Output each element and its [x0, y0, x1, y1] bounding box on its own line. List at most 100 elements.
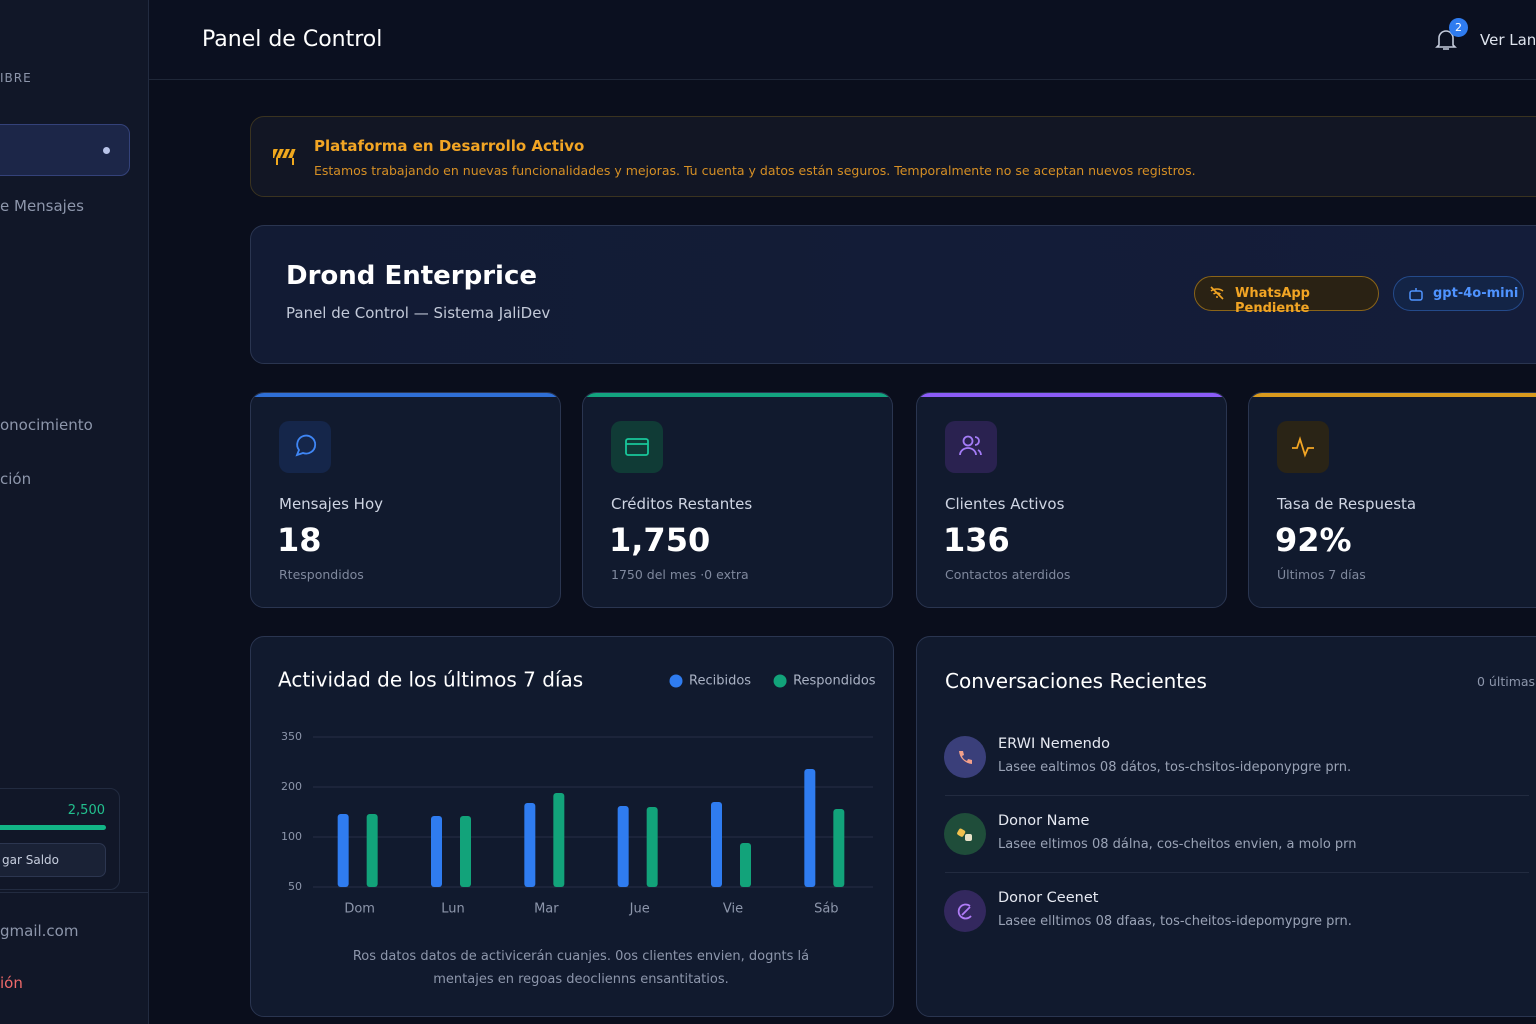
bar	[524, 803, 536, 887]
card-accent	[583, 393, 892, 397]
divider	[945, 795, 1529, 796]
nav-item[interactable]: onocimiento	[0, 416, 93, 434]
stat-icon	[611, 421, 663, 473]
hero-subtitle: Panel de Control — Sistema JaliDev	[286, 304, 551, 322]
y-tick-label: 200	[281, 780, 302, 793]
stat-value: 92%	[1275, 521, 1352, 559]
y-tick-label: 350	[281, 730, 302, 743]
email: gmail.com	[0, 922, 79, 940]
bar	[460, 816, 471, 887]
x-tick-label: Jue	[629, 902, 650, 917]
stat-card: Clientes Activos 136 Contactos aterdidos	[916, 392, 1227, 608]
stat-icon	[279, 421, 331, 473]
x-tick-label: Dom	[344, 902, 375, 917]
x-tick-label: Sáb	[814, 902, 838, 917]
x-tick-label: Lun	[441, 902, 465, 917]
dot	[103, 147, 110, 154]
legend-label: Recibidos	[689, 674, 751, 689]
contact-name: Donor Name	[998, 813, 1090, 829]
stat-icon	[1277, 421, 1329, 473]
nav-item[interactable]: ción	[0, 470, 32, 488]
active-nav[interactable]	[0, 124, 130, 176]
stat-value: 18	[277, 521, 322, 559]
contact-message: Lasee ealtimos 08 dátos, tos-chsitos-ide…	[998, 760, 1352, 775]
notification-badge: 2	[1449, 18, 1468, 37]
stat-sub: Contactos aterdidos	[945, 567, 1071, 582]
stat-card: Mensajes Hoy 18 Rtespondidos	[250, 392, 561, 608]
bar	[431, 816, 442, 887]
balance-bar	[0, 825, 106, 830]
avatar	[944, 890, 986, 932]
model-badge[interactable]: gpt-4o-mini	[1393, 276, 1524, 311]
bar	[337, 814, 349, 887]
user-name[interactable]: Ver Lan	[1480, 31, 1536, 49]
bot-icon	[1409, 288, 1423, 301]
banner-text: Estamos trabajando en nuevas funcionalid…	[314, 163, 1196, 178]
x-tick-label: Mar	[534, 902, 559, 917]
stat-icon	[945, 421, 997, 473]
bar	[740, 843, 751, 887]
dev-banner: Plataforma en Desarrollo Activo Estamos …	[250, 116, 1536, 197]
conversations-meta: 0 últimas	[1477, 674, 1536, 689]
y-tick-label: 100	[281, 830, 302, 843]
legend-label: Respondidos	[793, 674, 876, 689]
stat-label: Clientes Activos	[945, 495, 1065, 513]
recharge-button[interactable]: gar Saldo	[0, 843, 106, 877]
stat-label: Tasa de Respuesta	[1277, 495, 1417, 513]
stat-sub: Rtespondidos	[279, 567, 364, 582]
bar	[553, 793, 565, 887]
chart-caption: Ros datos datos de activicerán cuanjes. …	[352, 949, 810, 987]
contact-name: ERWI Nemendo	[998, 736, 1110, 752]
legend-swatch	[773, 674, 787, 688]
bar	[804, 769, 816, 887]
avatar	[944, 736, 986, 778]
balance-box: 2,500 gar Saldo	[0, 788, 120, 890]
conversation[interactable]: Donor Name Lasee eltimos 08 dálna, cos-c…	[944, 813, 1504, 883]
construction-icon	[273, 148, 296, 165]
legend-swatch	[669, 674, 683, 688]
bar	[833, 809, 845, 887]
stat-sub: 1750 del mes ·0 extra	[611, 567, 749, 582]
bar	[366, 814, 378, 887]
section-label: IBRE	[0, 71, 32, 85]
card-accent	[1249, 393, 1536, 397]
chart-title: Actividad de los últimos 7 días	[278, 668, 583, 692]
bar	[711, 802, 722, 887]
divider	[945, 872, 1529, 873]
logout[interactable]: ión	[0, 974, 23, 992]
stat-value: 1,750	[609, 521, 711, 559]
stat-card: Tasa de Respuesta 92% Últimos 7 días	[1248, 392, 1536, 608]
chart: Actividad de los últimos 7 días 50 100 200…	[278, 668, 876, 917]
card-accent	[251, 393, 560, 397]
y-tick-label: 50	[288, 880, 302, 893]
wifi-off-icon	[1210, 286, 1224, 300]
stat-label: Créditos Restantes	[611, 495, 753, 513]
hero-title: Drond Enterprice	[286, 261, 537, 291]
stat-card: Créditos Restantes 1,750 1750 del mes ·0…	[582, 392, 893, 608]
conversations-title: Conversaciones Recientes	[945, 669, 1207, 693]
conversation[interactable]: Donor Ceenet Lasee elltimos 08 dfaas, to…	[944, 890, 1504, 960]
sidebar: IBRE e Mensajes onocimiento ción 2,500 g…	[0, 0, 149, 1024]
balance: 2,500	[67, 803, 105, 818]
stat-label: Mensajes Hoy	[279, 495, 383, 513]
conversation[interactable]: ERWI Nemendo Lasee ealtimos 08 dátos, to…	[944, 736, 1504, 806]
card-accent	[917, 393, 1226, 397]
conversations-card: Conversaciones Recientes 0 últimas	[916, 636, 1536, 1017]
whatsapp-badge[interactable]: WhatsApp Pendiente	[1194, 276, 1379, 316]
nav-item[interactable]: e Mensajes	[0, 197, 84, 215]
hero: Drond Enterprice Panel de Control — Sist…	[250, 225, 1536, 364]
bar	[646, 807, 658, 887]
stat-value: 136	[943, 521, 1010, 559]
banner-title: Plataforma en Desarrollo Activo	[314, 137, 585, 155]
contact-message: Lasee elltimos 08 dfaas, tos-cheitos-ide…	[998, 914, 1352, 929]
x-tick-label: Vie	[723, 902, 743, 917]
contact-name: Donor Ceenet	[998, 890, 1099, 906]
page-title: Panel de Control	[202, 27, 383, 52]
divider	[0, 892, 149, 893]
top-bar: Panel de Control 2 Ver Lan	[149, 0, 1536, 80]
avatar	[944, 813, 986, 855]
chart-card: Actividad de los últimos 7 días 50 100 200…	[250, 636, 894, 1017]
bar	[617, 806, 629, 887]
contact-message: Lasee eltimos 08 dálna, cos-cheitos envi…	[998, 837, 1357, 852]
